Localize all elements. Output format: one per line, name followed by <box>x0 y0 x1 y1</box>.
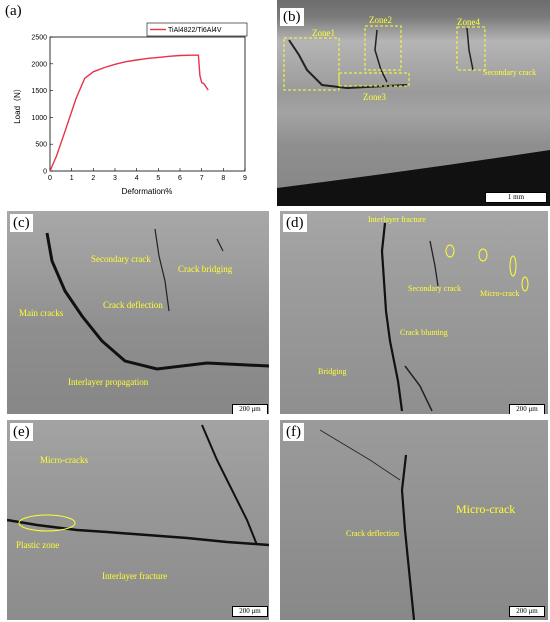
annotation-micro-crack: Micro-crack <box>480 289 520 298</box>
annotation-crack-blunting: Crack blunting <box>400 328 448 337</box>
x-tick-label: 7 <box>200 175 204 182</box>
x-tick-label: 1 <box>70 175 74 182</box>
x-tick-label: 8 <box>221 175 225 182</box>
annotation-micro-cracks: Micro-cracks <box>40 455 88 465</box>
panel-c-cracks <box>45 228 269 371</box>
scale-bar: 1 mm <box>485 192 547 203</box>
y-tick-label: 1000 <box>31 115 47 122</box>
annotation-zone3: Zone3 <box>363 92 386 102</box>
annotation-interlayer-fracture: Interlayer fracture <box>368 215 426 224</box>
panel-f-cracks <box>319 429 416 620</box>
panel-b-micrograph: (b) Zone1 Zone2 Zone3 Zone4 Secondary cr… <box>277 0 550 206</box>
y-axis-label: Load（N） <box>13 84 22 124</box>
panel-a-label: (a) <box>2 2 25 20</box>
annotation-secondary-crack: Secondary crack <box>91 254 151 264</box>
load-deformation-chart: 0 500 1000 1500 2000 2500 0 1 2 3 4 5 6 7 8 9 TiAl4822… <box>13 22 248 196</box>
panel-d-micrograph: (d) Interlayer fracture Secondary crack … <box>280 211 548 414</box>
y-tick-label: 1500 <box>31 88 47 95</box>
x-tick-label: 2 <box>91 175 95 182</box>
annotation-secondary-crack: Secondary crack <box>483 68 537 77</box>
panel-a-chart: (a) 0 500 1000 1500 2000 2500 0 1 2 3 4 5 6 7 8 9 TiAl… <box>0 0 272 200</box>
annotation-crack-bridging: Crack bridging <box>178 264 233 274</box>
panel-f-micrograph: (f) Micro-crack Crack deflection 200 μm <box>280 420 548 620</box>
y-tick-label: 500 <box>35 142 47 149</box>
panel-e-micrograph: (e) Micro-cracks Plastic zone Interlayer… <box>7 420 269 620</box>
legend-label: TiAl4822/Ti6Al4V <box>168 27 222 34</box>
scale-bar: 200 μm <box>509 606 545 617</box>
panel-c-label: (c) <box>10 214 33 232</box>
y-ticks: 0 500 1000 1500 2000 2500 <box>31 35 53 176</box>
x-tick-label: 0 <box>48 175 52 182</box>
panel-e-cracks <box>7 424 269 547</box>
x-tick-label: 9 <box>243 175 247 182</box>
annotation-interlayer-propagation: Interlayer propagation <box>68 377 149 387</box>
panel-b-label: (b) <box>280 8 304 26</box>
legend: TiAl4822/Ti6Al4V <box>146 22 248 37</box>
annotation-zone2: Zone2 <box>369 15 392 25</box>
scale-bar: 200 μm <box>232 404 268 414</box>
annotation-micro-crack: Micro-crack <box>456 502 516 516</box>
x-ticks: 0 1 2 3 4 5 6 7 8 9 <box>48 168 247 182</box>
x-tick-label: 4 <box>135 175 139 182</box>
scale-bar: 200 μm <box>232 606 268 617</box>
panel-c-micrograph: (c) Secondary crack Crack bridging Main … <box>7 211 269 414</box>
panel-e-label: (e) <box>10 423 33 441</box>
annotation-interlayer-fracture: Interlayer fracture <box>102 571 168 581</box>
annotation-zone1: Zone1 <box>312 28 335 38</box>
annotation-plastic-zone: Plastic zone <box>16 540 60 550</box>
x-axis-label: Deformation% <box>122 187 173 196</box>
panel-d-label: (d) <box>283 214 307 232</box>
x-tick-label: 5 <box>156 175 160 182</box>
panel-d-cracks <box>380 222 529 412</box>
plot-frame <box>49 36 246 172</box>
series-lines <box>49 54 209 172</box>
annotation-secondary-crack: Secondary crack <box>408 284 462 293</box>
series-line <box>49 54 209 172</box>
panel-b-cracks <box>277 25 550 206</box>
scale-bar: 200 μm <box>509 404 545 414</box>
annotation-bridging: Bridging <box>318 367 347 376</box>
y-tick-label: 0 <box>43 169 47 176</box>
legend-box <box>146 22 248 37</box>
annotation-crack-deflection: Crack deflection <box>103 300 163 310</box>
y-tick-label: 2500 <box>31 35 47 42</box>
annotation-main-cracks: Main cracks <box>19 308 64 318</box>
x-tick-label: 6 <box>178 175 182 182</box>
panel-f-label: (f) <box>283 423 304 441</box>
annotation-zone4: Zone4 <box>457 17 480 27</box>
annotation-crack-deflection: Crack deflection <box>346 529 400 538</box>
y-tick-label: 2000 <box>31 61 47 68</box>
x-tick-label: 3 <box>113 175 117 182</box>
